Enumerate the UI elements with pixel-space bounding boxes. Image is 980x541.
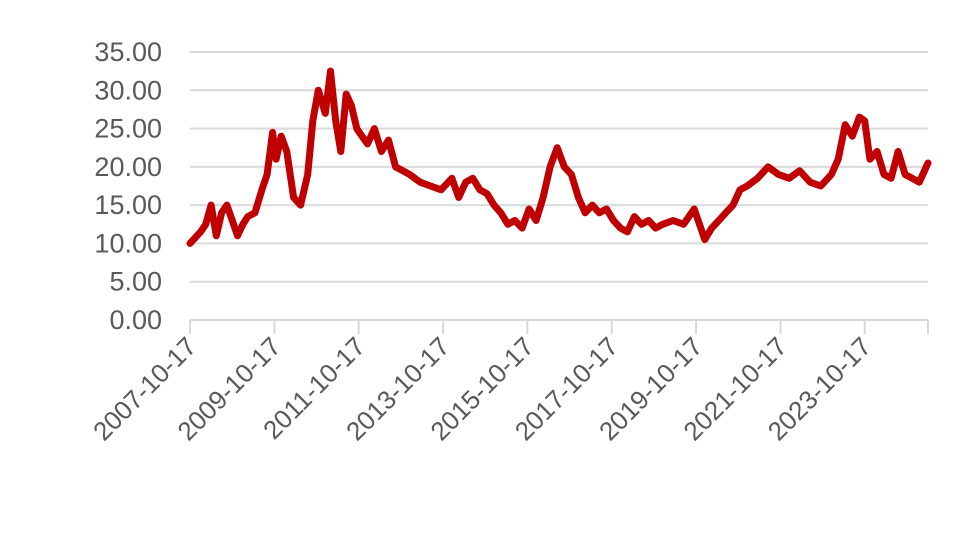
y-tick-label: 0.00 bbox=[109, 305, 162, 335]
series-line bbox=[186, 67, 932, 247]
y-tick-label: 25.00 bbox=[94, 114, 162, 144]
series-group bbox=[186, 67, 932, 247]
y-tick-label: 15.00 bbox=[94, 190, 162, 220]
y-tick-label: 30.00 bbox=[94, 75, 162, 105]
y-tick-label: 35.00 bbox=[94, 37, 162, 67]
y-tick-label: 5.00 bbox=[109, 267, 162, 297]
x-axis: 2007-10-172009-10-172011-10-172013-10-17… bbox=[87, 319, 929, 446]
y-axis-ticks: 0.00 5.00 10.00 15.00 20.00 25.00 30.00 35.00 bbox=[94, 37, 162, 335]
y-tick-label: 20.00 bbox=[94, 152, 162, 182]
gridlines bbox=[190, 51, 928, 283]
y-tick-label: 10.00 bbox=[94, 228, 162, 258]
